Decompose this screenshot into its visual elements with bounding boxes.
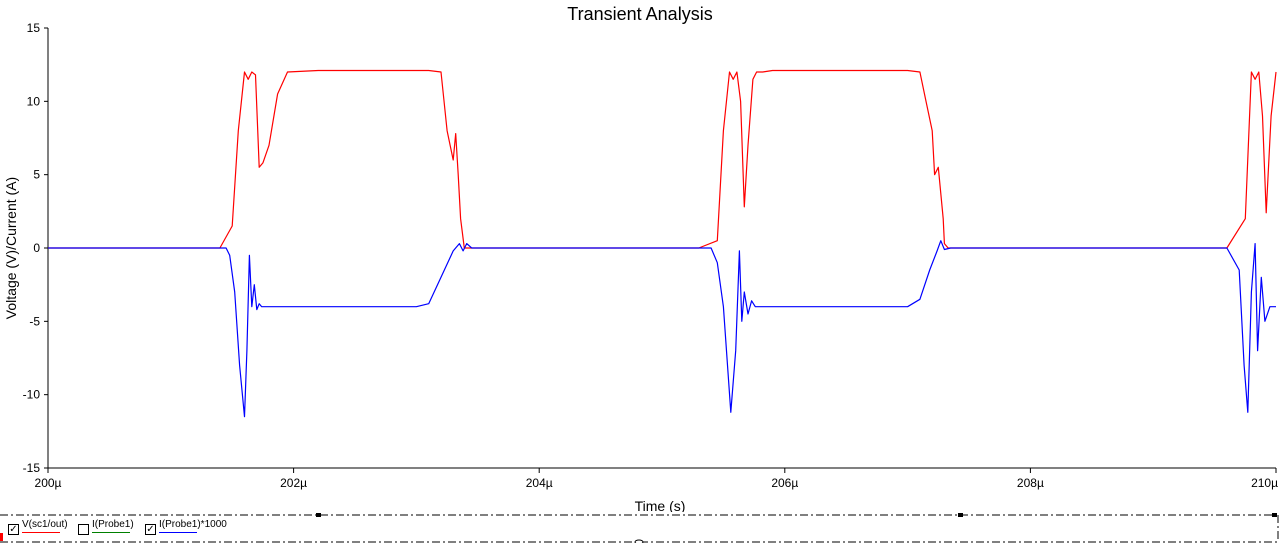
x-axis-label: Time (s) <box>635 498 686 512</box>
y-tick-label: 0 <box>33 241 40 255</box>
x-tick-label: 206µ <box>771 476 798 490</box>
legend-checkbox-iprobe1[interactable] <box>78 524 89 535</box>
y-tick-label: -5 <box>29 314 40 328</box>
x-tick-label: 200µ <box>35 476 62 490</box>
x-tick-label: 208µ <box>1017 476 1044 490</box>
legend-swatch-vsc1out <box>22 532 60 533</box>
x-tick-label: 202µ <box>280 476 307 490</box>
chart-title: Transient Analysis <box>567 4 712 24</box>
plot-lines <box>48 69 1277 418</box>
legend-swatch-iprobe1x1000 <box>159 532 197 533</box>
series-line-2 <box>48 240 1276 418</box>
series-line-0 <box>48 69 1277 249</box>
legend-checkbox-iprobe1x1000[interactable] <box>145 524 156 535</box>
y-tick-label: 15 <box>27 21 41 35</box>
y-tick-label: -10 <box>23 388 41 402</box>
y-tick-label: 5 <box>33 168 40 182</box>
legend-label-iprobe1: I(Probe1) <box>92 519 134 530</box>
legend-frame <box>0 513 1280 543</box>
legend-checkbox-vsc1out[interactable] <box>8 524 19 535</box>
y-axis-label: Voltage (V)/Current (A) <box>3 177 19 319</box>
x-tick-label: 210µ <box>1251 476 1278 490</box>
x-tick-label: 204µ <box>526 476 553 490</box>
legend-swatch-iprobe1 <box>92 532 130 533</box>
y-tick-label: 10 <box>27 94 41 108</box>
legend-label-vsc1out: V(sc1/out) <box>22 519 68 530</box>
y-tick-label: -15 <box>23 461 41 475</box>
transient-analysis-chart: Transient Analysis Voltage (V)/Current (… <box>3 4 1278 512</box>
legend-label-iprobe1x1000: I(Probe1)*1000 <box>159 519 227 530</box>
